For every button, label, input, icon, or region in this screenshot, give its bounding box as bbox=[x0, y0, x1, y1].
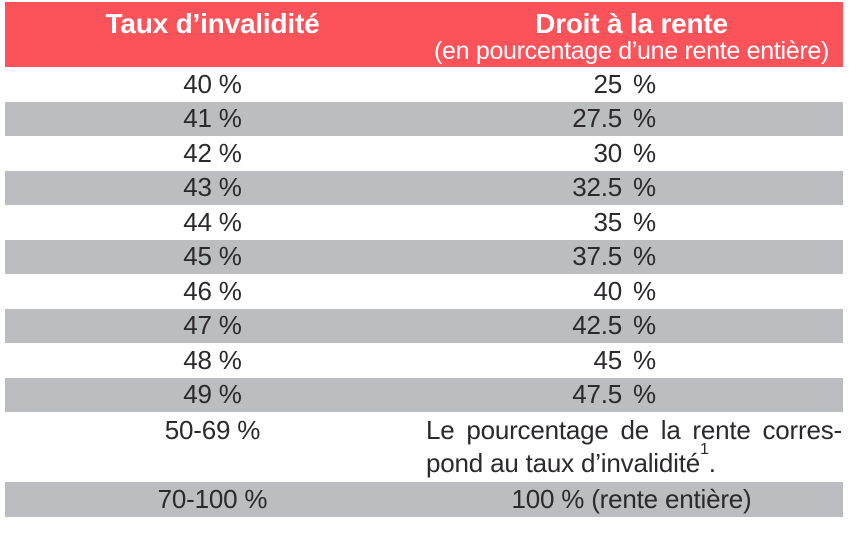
header-taux-invalidite: Taux d’invalidité bbox=[105, 8, 320, 39]
rente-text-line2-body: pond au taux d’invalidité bbox=[426, 448, 700, 478]
percent-sign: % bbox=[633, 103, 656, 134]
rente-text-line2-period: . bbox=[708, 448, 716, 478]
rente-cell: 25 % bbox=[420, 69, 843, 100]
rente-cell: 30 % bbox=[420, 138, 843, 169]
taux-cell: 49 % bbox=[183, 379, 242, 410]
rente-value: 27.5 bbox=[572, 103, 622, 134]
rente-value: 25 bbox=[593, 68, 622, 99]
table-row: 49 % 47.5 % bbox=[5, 377, 843, 412]
taux-cell: 41 % bbox=[183, 103, 242, 134]
rente-value: 30 bbox=[593, 137, 622, 168]
taux-cell: 43 % bbox=[183, 172, 242, 203]
rente-text-line1: Le pourcentage de la rente corres- bbox=[426, 415, 842, 445]
footnote-marker: 1 bbox=[699, 440, 709, 458]
taux-cell: 45 % bbox=[183, 241, 242, 272]
taux-cell: 47 % bbox=[183, 310, 242, 341]
table-row: 40 % 25 % bbox=[5, 67, 843, 102]
rente-value: 35 bbox=[593, 206, 622, 237]
header-droit-rente-subtitle: (en pourcentage d’une rente entière) bbox=[433, 37, 830, 65]
table-row: 44 % 35 % bbox=[5, 205, 843, 240]
rente-text-line2: pond au taux d’invalidité1. bbox=[426, 441, 842, 480]
taux-cell: 42 % bbox=[183, 137, 242, 168]
rente-text-cell: Le pourcentage de la rente corres- pond … bbox=[420, 412, 842, 480]
header-droit-rente-title: Droit à la rente bbox=[535, 8, 728, 39]
percent-sign: % bbox=[633, 206, 656, 237]
taux-cell: 46 % bbox=[183, 275, 242, 306]
percent-sign: % bbox=[633, 310, 656, 341]
percent-sign: % bbox=[633, 241, 656, 272]
table-row: 46 % 40 % bbox=[5, 274, 843, 309]
taux-cell: 44 % bbox=[183, 206, 242, 237]
table-row: 43 % 32.5 % bbox=[5, 170, 843, 205]
percent-sign: % bbox=[633, 172, 656, 203]
rente-cell: 27.5 % bbox=[420, 103, 843, 134]
percent-sign: % bbox=[633, 137, 656, 168]
table-row: 45 % 37.5 % bbox=[5, 239, 843, 274]
percent-sign: % bbox=[633, 275, 656, 306]
rente-value: 40 bbox=[593, 275, 622, 306]
rente-value: 37.5 bbox=[572, 241, 622, 272]
taux-cell: 50-69 % bbox=[164, 415, 261, 445]
percent-sign: % bbox=[633, 344, 656, 375]
taux-cell: 48 % bbox=[183, 344, 242, 375]
rente-cell: 35 % bbox=[420, 207, 843, 238]
header-droit-rente: Droit à la rente (en pourcentage d’une r… bbox=[420, 9, 843, 67]
percent-sign: % bbox=[633, 68, 656, 99]
taux-cell: 70-100 % bbox=[157, 483, 268, 514]
rente-value: 42.5 bbox=[572, 310, 622, 341]
rente-cell: 37.5 % bbox=[420, 241, 843, 272]
rente-cell: 42.5 % bbox=[420, 310, 843, 341]
rente-cell: 40 % bbox=[420, 276, 843, 307]
table-row: 48 % 45 % bbox=[5, 343, 843, 378]
rente-value: 32.5 bbox=[572, 172, 622, 203]
invalidity-rente-table: Taux d’invalidité Droit à la rente (en p… bbox=[5, 2, 843, 517]
table-row-50-69: 50-69 % Le pourcentage de la rente corre… bbox=[5, 412, 843, 482]
table-header: Taux d’invalidité Droit à la rente (en p… bbox=[5, 2, 843, 67]
table-row: 47 % 42.5 % bbox=[5, 308, 843, 343]
table-row: 42 % 30 % bbox=[5, 136, 843, 171]
rente-cell: 100 % (rente entière) bbox=[511, 483, 752, 514]
rente-cell: 45 % bbox=[420, 345, 843, 376]
rente-cell: 32.5 % bbox=[420, 172, 843, 203]
rente-value: 47.5 bbox=[572, 379, 622, 410]
rente-value: 45 bbox=[593, 344, 622, 375]
percent-sign: % bbox=[633, 379, 656, 410]
table-row: 41 % 27.5 % bbox=[5, 101, 843, 136]
table-row-70-100: 70-100 % 100 % (rente entière) bbox=[5, 482, 843, 517]
taux-cell: 40 % bbox=[183, 68, 242, 99]
rente-cell: 47.5 % bbox=[420, 379, 843, 410]
